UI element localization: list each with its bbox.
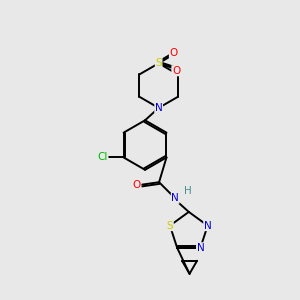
Text: S: S [167, 220, 173, 231]
Text: N: N [204, 220, 212, 231]
Text: S: S [155, 58, 162, 68]
Text: Cl: Cl [98, 152, 108, 162]
Text: N: N [171, 193, 179, 203]
Text: N: N [155, 103, 163, 113]
Text: H: H [184, 186, 191, 196]
Text: N: N [196, 243, 204, 253]
Text: O: O [133, 180, 141, 190]
Text: O: O [172, 66, 180, 76]
Text: O: O [169, 48, 178, 59]
